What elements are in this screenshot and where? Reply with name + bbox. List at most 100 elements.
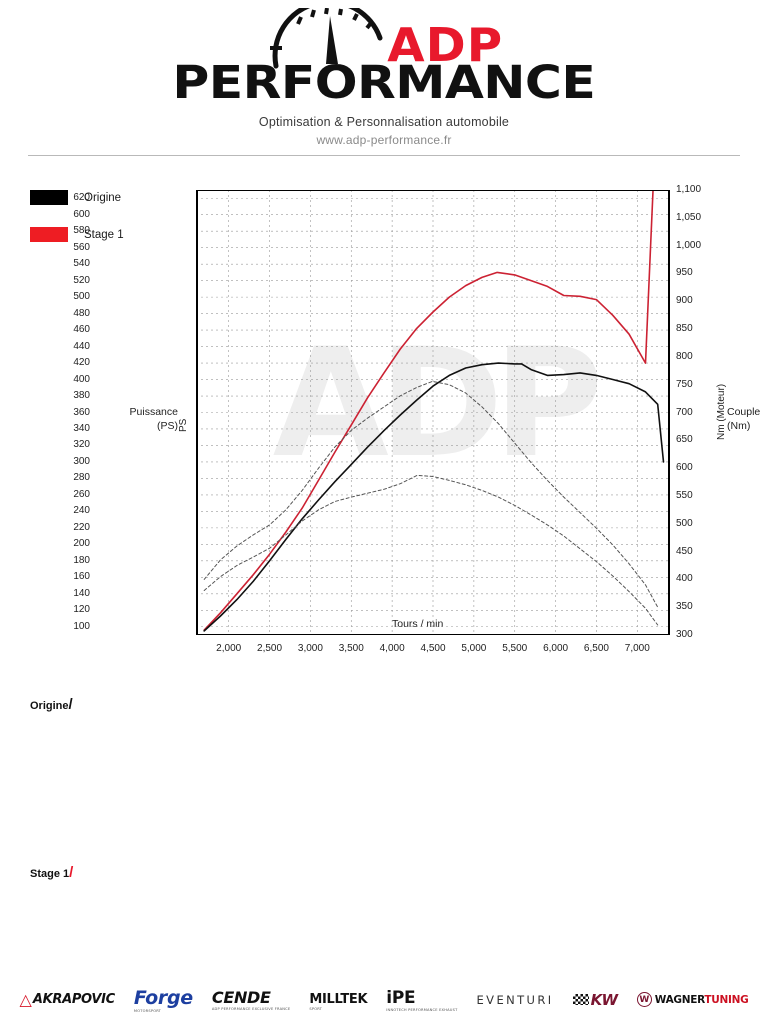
sponsor-cende-name: CENDE — [211, 988, 271, 1007]
sponsor-eventuri: EVENTURI — [477, 993, 554, 1007]
left-tick-180: 180 — [73, 554, 90, 566]
right-tick-400: 400 — [676, 573, 693, 585]
x-tick-3000: 3,000 — [297, 643, 323, 654]
page-header: ADP PERFORMANCE Optimisation & Personnal… — [0, 0, 768, 160]
plot-border — [196, 190, 670, 635]
results-stage1-name: Stage 1 — [30, 868, 70, 880]
sponsor-wagner-sub: TUNING — [704, 993, 749, 1006]
left-tick-200: 200 — [73, 538, 90, 550]
left-tick-280: 280 — [73, 472, 90, 484]
legend-item-stage1: Stage 1 — [30, 227, 180, 242]
logo-website: www.adp-performance.fr — [316, 133, 452, 147]
x-tick-3500: 3,500 — [338, 643, 364, 654]
left-tick-540: 540 — [73, 258, 90, 270]
right-tick-900: 900 — [676, 295, 693, 307]
left-axis-title-text: Puissance — [129, 406, 178, 418]
chart-legend: Origine Stage 1 — [30, 190, 180, 264]
x-tick-5500: 5,500 — [502, 643, 528, 654]
sponsor-akrapovic-name: AKRAPOVIC — [32, 992, 115, 1007]
sponsor-milltek-sub: SPORT — [309, 1007, 323, 1011]
right-axis-title: Couple (Nm) — [727, 405, 768, 433]
x-tick-6500: 6,500 — [583, 643, 609, 654]
x-tick-2000: 2,000 — [216, 643, 242, 654]
x-tick-7000: 7,000 — [624, 643, 650, 654]
left-tick-260: 260 — [73, 488, 90, 500]
legend-label-stage1: Stage 1 — [84, 228, 124, 241]
left-axis-title: Puissance (PS) — [100, 405, 178, 433]
left-tick-140: 140 — [73, 587, 90, 599]
sponsor-ipe: iPE INNOTECH PERFORMANCE EXHAUST — [386, 988, 457, 1012]
left-tick-320: 320 — [73, 439, 90, 451]
left-tick-460: 460 — [73, 324, 90, 336]
series-stage-1-couple — [203, 380, 659, 608]
left-tick-360: 360 — [73, 406, 90, 418]
sponsor-footer: △ AKRAPOVIC Forge MOTORSPORT CENDE ADP P… — [0, 975, 768, 1024]
left-tick-500: 500 — [73, 291, 90, 303]
right-tick-700: 700 — [676, 406, 693, 418]
left-tick-400: 400 — [73, 373, 90, 385]
right-tick-1050: 1,050 — [676, 211, 702, 223]
left-tick-580: 580 — [73, 225, 90, 237]
sponsor-kw-name: KW — [590, 990, 618, 1009]
x-tick-4500: 4,500 — [420, 643, 446, 654]
left-tick-560: 560 — [73, 241, 90, 253]
legend-swatch-origine — [30, 190, 68, 205]
right-tick-500: 500 — [676, 517, 693, 529]
series-origine-couple — [203, 474, 659, 626]
right-tick-350: 350 — [676, 601, 693, 613]
x-tick-6000: 6,000 — [543, 643, 569, 654]
logo-adp-text: ADP — [386, 18, 504, 72]
legend-label-origine: Origine — [84, 191, 122, 204]
left-tick-620: 620 — [73, 192, 90, 204]
adp-performance-logo: ADP PERFORMANCE Optimisation & Personnal… — [0, 0, 768, 147]
header-divider — [28, 155, 740, 156]
left-tick-240: 240 — [73, 505, 90, 517]
right-tick-450: 450 — [676, 545, 693, 557]
logo-top-row: ADP — [268, 0, 504, 72]
wagner-logo-icon: W — [636, 992, 652, 1007]
x-tick-5000: 5,000 — [461, 643, 487, 654]
left-tick-340: 340 — [73, 422, 90, 434]
x-tick-2500: 2,500 — [257, 643, 283, 654]
sponsor-kw: KW — [572, 990, 618, 1009]
sponsor-eventuri-name: EVENTURI — [476, 992, 554, 1007]
right-tick-950: 950 — [676, 267, 693, 279]
right-tick-850: 850 — [676, 323, 693, 335]
x-axis-title: Tours / min — [392, 618, 444, 630]
x-tick-4000: 4,000 — [379, 643, 405, 654]
left-tick-480: 480 — [73, 307, 90, 319]
left-tick-600: 600 — [73, 208, 90, 220]
checkered-flag-icon — [572, 994, 589, 1005]
results-origine-name: Origine — [30, 700, 69, 712]
sponsor-cende: CENDE ADP PERFORMANCE EXCLUSIVE FRANCE — [212, 988, 290, 1011]
left-tick-440: 440 — [73, 340, 90, 352]
left-tick-300: 300 — [73, 455, 90, 467]
left-axis-unit-text: (PS) — [157, 420, 178, 432]
right-tick-650: 650 — [676, 434, 693, 446]
logo-tagline: Optimisation & Personnalisation automobi… — [258, 115, 510, 129]
series-stage-1-puissance — [203, 190, 654, 631]
results-stage1-label: Stage 1/ — [30, 864, 74, 881]
sponsor-wagnertuning: W WAGNERTUNING — [636, 992, 749, 1007]
right-tick-800: 800 — [676, 350, 693, 362]
right-axis-title-text: Couple — [727, 406, 761, 418]
sponsor-milltek-name: MILLTEK — [309, 992, 368, 1007]
sponsor-milltek: MILLTEK SPORT — [309, 988, 367, 1011]
sponsor-ipe-sub: INNOTECH PERFORMANCE EXHAUST — [386, 1007, 458, 1012]
right-tick-300: 300 — [676, 629, 693, 640]
right-tick-750: 750 — [676, 378, 693, 390]
logo-performance-text: PERFORMANCE — [172, 56, 596, 109]
sponsor-forge-sub: MOTORSPORT — [133, 1008, 162, 1013]
series-origine-puissance — [203, 362, 665, 632]
chart-plot-area — [196, 190, 670, 635]
left-axis-rotated-label: PS — [178, 418, 189, 432]
legend-swatch-stage1 — [30, 227, 68, 242]
right-tick-600: 600 — [676, 462, 693, 474]
sponsor-forge-name: Forge — [133, 986, 193, 1009]
left-tick-120: 120 — [73, 604, 90, 616]
left-tick-420: 420 — [73, 357, 90, 369]
right-tick-550: 550 — [676, 489, 693, 501]
left-tick-160: 160 — [73, 571, 90, 583]
results-origine-label: Origine/ — [30, 696, 73, 713]
sponsor-cende-sub: ADP PERFORMANCE EXCLUSIVE FRANCE — [211, 1007, 291, 1011]
